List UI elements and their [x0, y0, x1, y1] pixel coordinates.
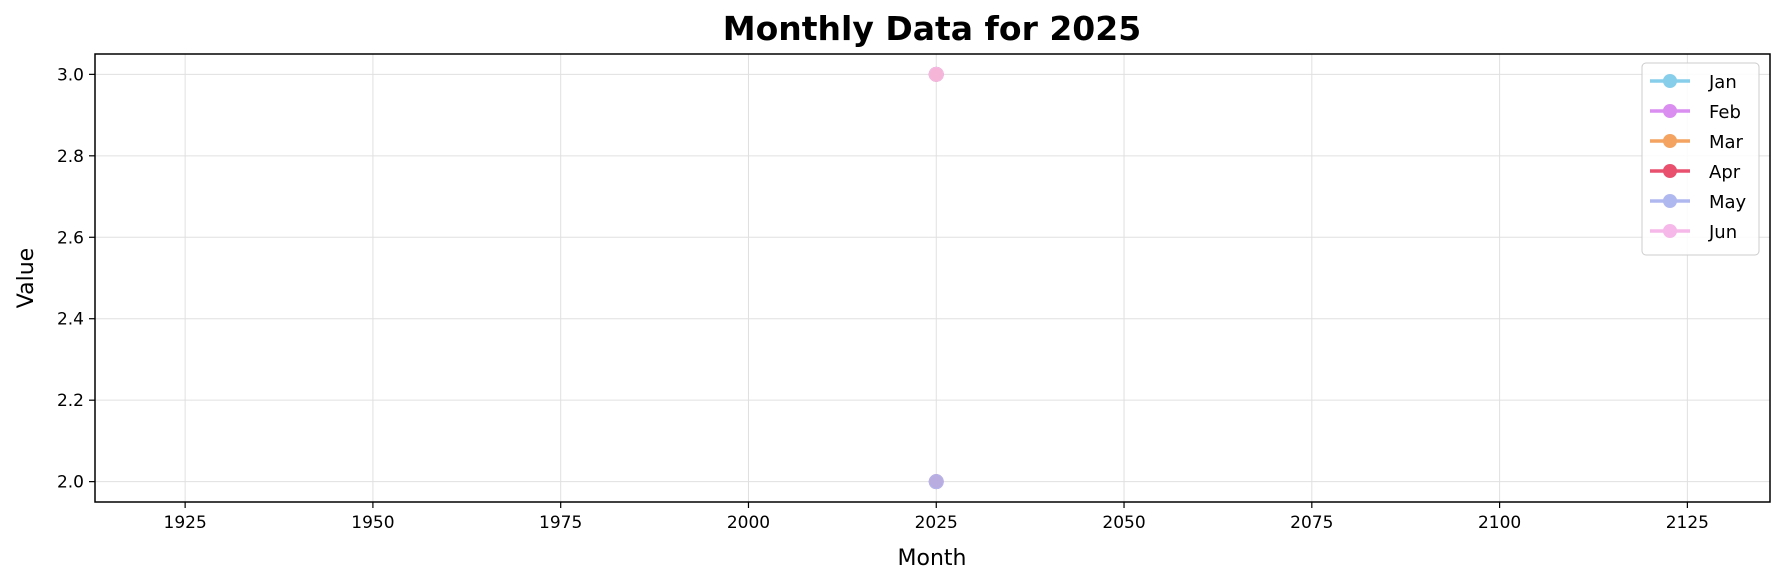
legend-marker: [1663, 104, 1677, 118]
legend-item-feb: Feb: [1650, 102, 1741, 123]
legend: Jan Feb Mar Apr May Jun: [1641, 62, 1760, 256]
legend-label: May: [1709, 192, 1747, 213]
x-tick-label: 2050: [1102, 513, 1145, 533]
legend-item-may: May: [1650, 192, 1747, 213]
legend-item-jan: Jan: [1650, 72, 1737, 93]
legend-label: Apr: [1709, 162, 1741, 183]
legend-marker: [1663, 224, 1677, 238]
x-tick-label: 1975: [539, 513, 582, 533]
data-point: [928, 66, 944, 82]
y-tick-label: 2.2: [57, 391, 84, 411]
series-group: [928, 66, 944, 490]
x-tick-label: 2100: [1478, 513, 1521, 533]
y-axis-label: Value: [14, 248, 39, 308]
y-tick-label: 2.4: [57, 310, 84, 330]
x-axis-ticks: 1925 1950 1975 2000 2025 2050 2075 2100 2125: [164, 502, 1709, 533]
plot-frame: [94, 53, 1771, 503]
x-tick-label: 2125: [1666, 513, 1709, 533]
legend-marker: [1663, 164, 1677, 178]
x-axis-label: Month: [898, 546, 967, 571]
series-may: [928, 474, 944, 490]
x-tick-label: 1925: [164, 513, 207, 533]
legend-item-mar: Mar: [1650, 132, 1744, 153]
y-tick-label: 2.0: [57, 473, 84, 493]
data-point: [928, 474, 944, 490]
legend-marker: [1663, 134, 1677, 148]
grid: [95, 54, 1770, 502]
x-tick-label: 2025: [915, 513, 958, 533]
series-jun: [928, 66, 944, 82]
x-tick-label: 1950: [351, 513, 394, 533]
legend-label: Mar: [1709, 132, 1744, 153]
legend-item-jun: Jun: [1650, 222, 1737, 243]
legend-label: Jun: [1708, 222, 1737, 243]
x-tick-label: 2000: [727, 513, 770, 533]
y-tick-label: 3.0: [57, 65, 84, 85]
legend-item-apr: Apr: [1650, 162, 1741, 183]
legend-box: [1641, 62, 1760, 256]
chart-title: Monthly Data for 2025: [723, 9, 1141, 48]
legend-label: Feb: [1709, 102, 1741, 123]
legend-marker: [1663, 74, 1677, 88]
y-tick-label: 2.6: [57, 228, 84, 248]
legend-label: Jan: [1708, 72, 1737, 93]
y-tick-label: 2.8: [57, 147, 84, 167]
legend-marker: [1663, 194, 1677, 208]
x-tick-label: 2075: [1290, 513, 1333, 533]
y-axis-ticks: 2.0 2.2 2.4 2.6 2.8 3.0: [57, 65, 95, 493]
